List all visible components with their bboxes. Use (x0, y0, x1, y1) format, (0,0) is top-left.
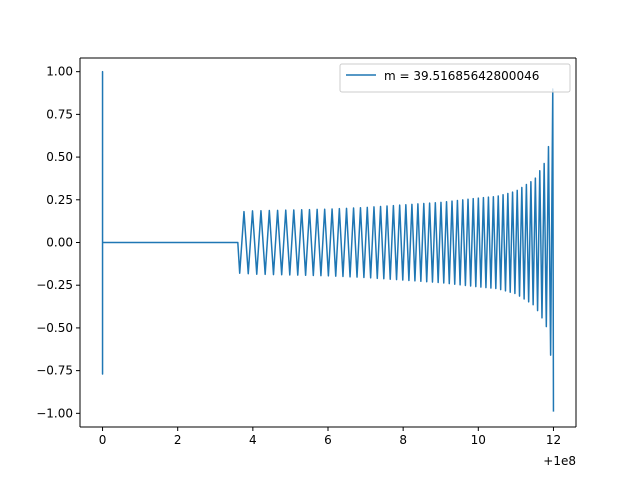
y-axis: −1.00 −0.75 −0.50 −0.25 0.00 0.25 0.50 0.75 1.00 (36, 65, 80, 420)
legend-label: m = 39.51685642800046 (384, 69, 539, 83)
y-tick-label: 1.00 (46, 65, 73, 79)
x-tick-label: 12 (546, 433, 561, 447)
x-tick-label: 8 (399, 433, 407, 447)
x-tick-label: 2 (174, 433, 182, 447)
series-line (101, 70, 555, 412)
y-tick-label: −1.00 (36, 406, 73, 420)
legend: m = 39.51685642800046 (339, 63, 571, 93)
x-axis-offset-label: +1e8 (543, 454, 576, 468)
y-tick-label: 0.00 (46, 236, 73, 250)
y-tick-label: 0.25 (46, 193, 73, 207)
y-tick-label: −0.75 (36, 364, 73, 378)
plot-area (101, 70, 555, 412)
y-tick-label: −0.25 (36, 278, 73, 292)
y-tick-label: −0.50 (36, 321, 73, 335)
x-tick-label: 10 (471, 433, 486, 447)
x-tick-label: 6 (324, 433, 332, 447)
legend-box (339, 63, 571, 93)
y-tick-label: 0.50 (46, 150, 73, 164)
y-tick-label: 0.75 (46, 107, 73, 121)
x-tick-label: 0 (99, 433, 107, 447)
x-axis: 0 2 4 6 8 10 12 (99, 427, 561, 447)
x-tick-label: 4 (249, 433, 257, 447)
